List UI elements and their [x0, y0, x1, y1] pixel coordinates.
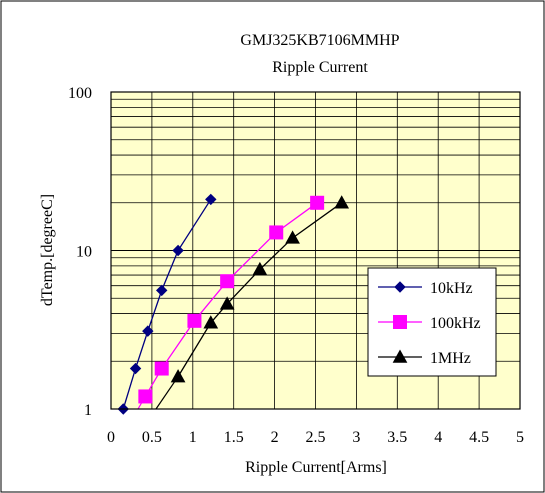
chart-subtitle: Ripple Current	[272, 59, 368, 76]
x-axis-label: Ripple Current[Arms]	[245, 459, 387, 476]
chart-title: GMJ325KB7106MMHP	[240, 32, 399, 49]
x-tick-label: 1	[189, 429, 197, 446]
x-tick-label: 3.5	[387, 429, 407, 446]
data-point	[203, 315, 219, 329]
data-point	[269, 225, 284, 240]
x-tick-label: 1.5	[224, 429, 244, 446]
data-point	[129, 362, 142, 375]
data-point	[170, 369, 186, 383]
data-point	[220, 274, 235, 289]
x-tick-label: 4	[434, 429, 442, 446]
x-tick-label: 3	[352, 429, 360, 446]
series-line	[177, 202, 343, 377]
data-point	[219, 296, 235, 310]
legend-marker	[393, 315, 407, 329]
legend-label: 10kHz	[430, 280, 473, 297]
data-point	[142, 325, 154, 337]
x-tick-labels: 0 0.5 1 1.5 2 2.5 3 3.5 4 4.5 5	[107, 429, 524, 446]
legend: 10kHz 100kHz 1MHz	[367, 267, 497, 377]
x-tick-label: 5	[516, 429, 524, 446]
y-axis-label: dTemp.[degreeC]	[39, 194, 56, 306]
data-point	[310, 195, 325, 210]
data-point	[172, 244, 184, 257]
x-tick-label: 0	[107, 429, 115, 446]
legend-label: 1MHz	[430, 350, 471, 367]
data-point	[138, 389, 153, 404]
plot-frame	[110, 91, 521, 410]
series-100kHz	[138, 195, 325, 404]
data-point	[156, 284, 168, 297]
data-point	[154, 361, 169, 376]
data-point	[205, 193, 217, 206]
x-tick-label: 0.5	[142, 429, 162, 446]
data-point	[187, 313, 202, 328]
series-line	[122, 199, 212, 410]
legend-label: 100kHz	[430, 315, 481, 332]
data-point	[285, 230, 300, 244]
legend-marker	[392, 349, 408, 363]
series-1MHz	[170, 195, 350, 383]
y-tick-label: 1	[84, 402, 92, 419]
y-tick-labels: 1 10 100	[68, 85, 92, 419]
legend-marker	[394, 281, 406, 293]
y-tick-label: 100	[68, 85, 92, 102]
data-point	[252, 261, 268, 276]
y-tick-label: 10	[76, 244, 92, 261]
x-tick-label: 4.5	[469, 429, 489, 446]
x-tick-label: 2.5	[306, 429, 326, 446]
data-point	[334, 195, 350, 209]
x-tick-label: 2	[271, 429, 279, 446]
